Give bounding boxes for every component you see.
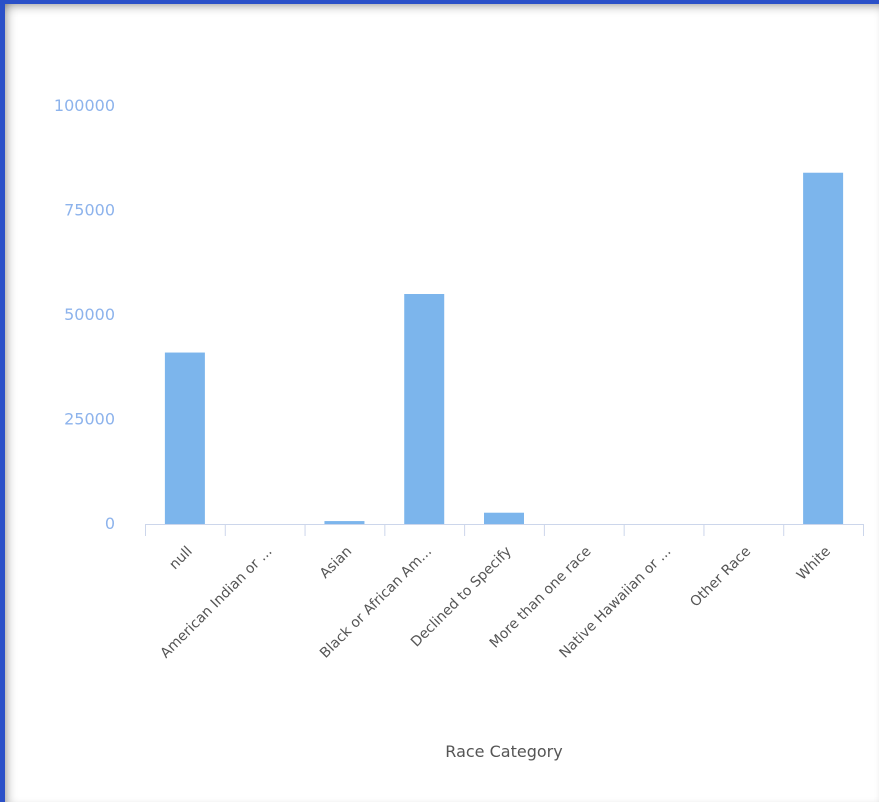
- x-tick-label: null: [166, 544, 195, 573]
- x-tick-label: Asian: [317, 544, 355, 582]
- bar: [803, 172, 844, 524]
- bar-series: [164, 172, 844, 524]
- bar: [324, 521, 365, 524]
- y-tick-label: 50000: [64, 305, 115, 324]
- y-tick-label: 0: [105, 514, 115, 533]
- x-tick-label: White: [794, 544, 834, 584]
- y-axis-ticks: 0 25000 50000 75000 100000: [54, 96, 115, 533]
- y-tick-label: 25000: [64, 409, 115, 428]
- x-tick-label: Other Race: [687, 544, 754, 611]
- bar: [164, 352, 205, 524]
- bar: [484, 512, 524, 524]
- y-tick-label: 100000: [54, 96, 115, 115]
- x-axis-title: Race Category: [445, 742, 562, 761]
- y-tick-label: 75000: [64, 200, 115, 219]
- bar: [404, 294, 445, 524]
- x-axis: [145, 524, 864, 536]
